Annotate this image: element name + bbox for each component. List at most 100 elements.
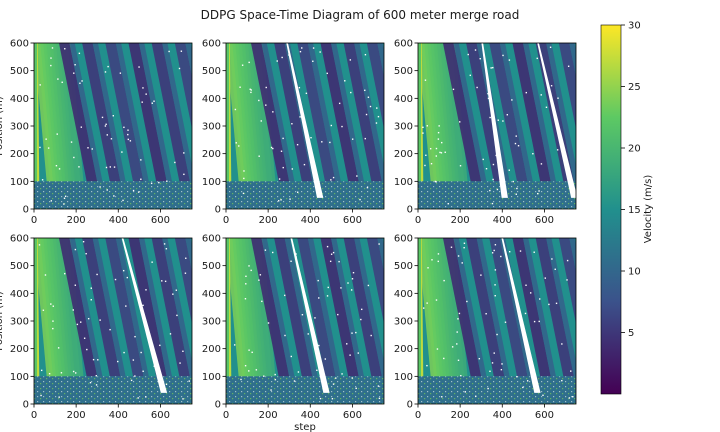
missing-sample	[265, 86, 267, 89]
congestion-wave	[151, 238, 190, 377]
missing-sample	[119, 72, 122, 74]
missing-sample	[57, 78, 59, 80]
missing-sample	[439, 151, 441, 154]
missing-sample	[360, 318, 362, 321]
wave-edge	[261, 43, 295, 182]
wave-edge	[115, 238, 149, 377]
gap-wedge	[286, 43, 324, 198]
missing-sample	[48, 373, 51, 375]
colorbar-tick-label: 25	[628, 82, 641, 93]
missing-sample	[330, 253, 333, 255]
missing-sample	[44, 274, 47, 276]
panel-heatmap	[34, 238, 192, 404]
x-tick-label: 0	[415, 410, 421, 421]
missing-sample	[168, 50, 170, 53]
missing-sample	[466, 300, 468, 303]
missing-sample	[150, 182, 153, 185]
congestion-wave	[105, 43, 144, 182]
missing-sample	[145, 396, 147, 398]
missing-sample	[504, 195, 506, 197]
missing-sample	[330, 179, 332, 181]
missing-sample	[350, 289, 353, 291]
missing-sample	[134, 375, 136, 377]
wave-edge	[92, 43, 126, 182]
missing-sample	[370, 334, 372, 337]
wave-edge	[162, 238, 192, 377]
missing-sample	[493, 249, 495, 252]
missing-sample	[312, 60, 314, 62]
y-tick-label: 0	[407, 400, 413, 411]
missing-sample	[533, 320, 536, 323]
missing-sample	[107, 65, 109, 68]
x-tick-label: 400	[109, 215, 128, 226]
wave-edge	[92, 238, 126, 377]
missing-sample	[61, 81, 63, 83]
missing-sample	[183, 152, 185, 154]
missing-sample	[451, 346, 454, 348]
missing-sample	[272, 251, 274, 254]
missing-sample	[310, 136, 312, 139]
missing-sample	[497, 119, 499, 121]
missing-sample	[491, 202, 494, 205]
missing-sample	[561, 379, 563, 382]
y-tick-label: 0	[215, 205, 221, 216]
panel-heatmap	[226, 43, 384, 209]
y-tick-label: 200	[394, 149, 413, 160]
missing-sample	[459, 121, 461, 123]
x-tick-label: 0	[223, 215, 229, 226]
missing-sample	[319, 397, 322, 400]
missing-sample	[113, 166, 116, 168]
missing-sample	[331, 398, 334, 400]
missing-sample	[544, 277, 546, 279]
missing-sample	[74, 248, 77, 251]
missing-sample	[377, 115, 380, 118]
missing-sample	[555, 302, 558, 305]
missing-sample	[80, 321, 82, 323]
missing-sample	[255, 369, 258, 371]
missing-sample	[516, 187, 518, 190]
missing-sample	[243, 177, 245, 180]
missing-sample	[74, 64, 76, 66]
missing-sample	[317, 279, 319, 282]
missing-sample	[516, 375, 518, 378]
colorbar-ticks: 5 10 15 20 25 30	[621, 21, 641, 339]
congestion-wave	[174, 43, 192, 129]
missing-sample	[547, 86, 549, 88]
missing-sample	[494, 284, 496, 286]
missing-sample	[106, 189, 108, 191]
y-tick-label: 500	[202, 66, 221, 77]
missing-sample	[435, 147, 438, 150]
missing-sample	[105, 123, 107, 126]
missing-sample	[567, 65, 570, 67]
missing-sample	[452, 88, 455, 91]
x-tick-label: 600	[343, 410, 362, 421]
missing-sample	[508, 59, 511, 61]
entry-edge	[226, 238, 229, 404]
missing-sample	[40, 369, 43, 372]
missing-sample	[485, 313, 487, 315]
missing-sample	[502, 120, 504, 122]
wave-edge	[523, 43, 556, 182]
missing-sample	[359, 198, 361, 201]
missing-sample	[182, 398, 184, 400]
missing-sample	[39, 84, 41, 86]
missing-sample	[500, 368, 503, 371]
missing-sample	[63, 197, 66, 199]
missing-sample	[57, 347, 60, 349]
missing-sample	[87, 317, 90, 320]
y-tick-label: 300	[202, 317, 221, 328]
missing-sample	[375, 122, 378, 124]
missing-sample	[525, 91, 527, 94]
missing-sample	[367, 96, 370, 98]
gap-wedge	[290, 238, 330, 393]
missing-sample	[180, 50, 183, 52]
missing-sample	[165, 383, 168, 386]
gap-wedge	[481, 43, 508, 198]
missing-sample	[45, 138, 47, 140]
missing-sample	[296, 143, 299, 146]
colorbar-tick-label: 10	[628, 267, 641, 278]
missing-sample	[319, 51, 321, 53]
x-tick-label: 600	[151, 215, 170, 226]
missing-sample	[129, 140, 132, 142]
missing-sample	[487, 92, 489, 95]
